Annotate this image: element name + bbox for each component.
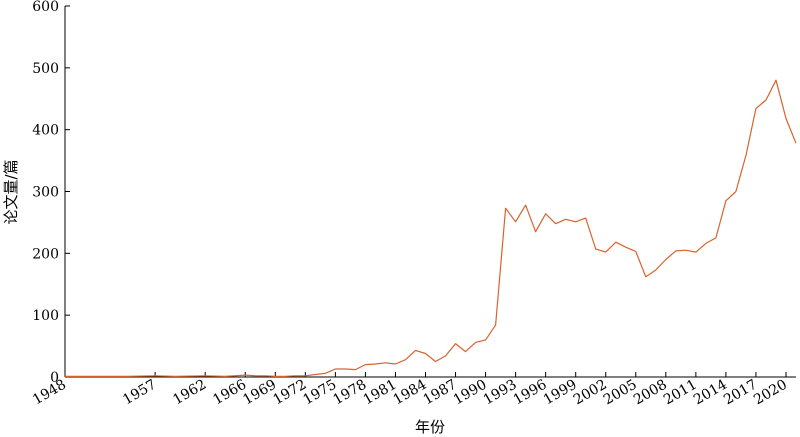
y-tick-label: 500 <box>32 61 59 77</box>
x-axis-title: 年份 <box>415 418 445 436</box>
y-tick-label: 400 <box>32 123 59 139</box>
series-layer <box>65 79 797 377</box>
y-axis-title: 论文量/篇 <box>2 159 20 224</box>
y-tick-label: 0 <box>50 370 59 386</box>
y-tick-label: 200 <box>32 246 59 262</box>
y-tick-label: 600 <box>32 0 59 15</box>
x-tick-label: 2020 <box>751 377 790 409</box>
y-axis: 0 100 200 300 400 500 600 <box>32 0 70 386</box>
y-tick-label: 300 <box>32 185 59 201</box>
series-line <box>65 79 797 377</box>
y-tick-label: 100 <box>32 308 59 324</box>
x-tick-label: 1957 <box>120 377 159 409</box>
x-axis: 1948 1957 1962 1966196919721975197819811984… <box>30 372 796 408</box>
x-tick-label: 1962 <box>170 377 209 409</box>
